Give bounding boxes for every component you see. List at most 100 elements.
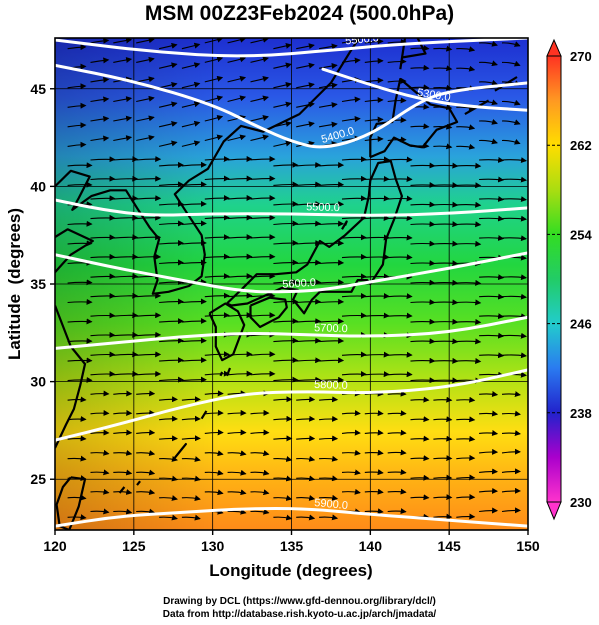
wind-streamline: [456, 279, 482, 286]
wind-streamline: [90, 410, 110, 417]
wind-streamline: [227, 489, 247, 496]
x-tick-label: 145: [437, 538, 461, 554]
wind-streamline: [479, 40, 498, 47]
height-contour: [55, 251, 528, 294]
wind-streamline: [273, 42, 292, 50]
wind-streamline: [159, 259, 184, 266]
wind-streamline: [67, 220, 93, 227]
x-tick-label: 130: [201, 538, 225, 554]
wind-streamline: [341, 214, 367, 221]
wind-streamline: [158, 62, 178, 69]
wind-streamline: [181, 62, 201, 69]
wind-streamline: [90, 292, 116, 299]
wind-streamline: [113, 234, 139, 241]
wind-streamline: [341, 351, 367, 358]
wind-streamline: [90, 57, 110, 64]
y-axis: 25 30 35 40 45: [30, 81, 55, 487]
wind-streamline: [341, 156, 367, 163]
contour-label: 5600.0: [282, 277, 316, 291]
y-tick-label: 40: [30, 178, 46, 194]
wind-streamline: [433, 162, 459, 169]
wind-streamline: [456, 124, 476, 131]
wind-streamline: [387, 97, 407, 104]
wind-streamline: [227, 429, 247, 436]
wind-streamline: [501, 60, 521, 67]
wind-streamline: [136, 195, 162, 202]
wind-streamline: [181, 435, 201, 442]
wind-streamline: [410, 162, 436, 169]
wind-streamline: [456, 474, 476, 481]
wind-streamline: [113, 390, 133, 397]
wind-streamline: [158, 140, 178, 147]
wind-streamline: [158, 42, 178, 50]
wind-streamline: [204, 370, 230, 377]
credit-block: Drawing by DCL (https://www.gfd-dennou.o…: [0, 595, 599, 621]
wind-streamline: [501, 119, 521, 125]
colorbar-tick-label: 254: [570, 227, 592, 242]
wind-streamline: [113, 409, 133, 416]
wind-streamline: [364, 410, 384, 417]
wind-streamline: [319, 455, 339, 462]
wind-streamline: [433, 279, 459, 286]
wind-streamline: [410, 181, 436, 188]
wind-streamline: [227, 95, 247, 103]
wind-streamline: [250, 115, 269, 122]
wind-streamline: [341, 292, 367, 299]
wind-streamline: [113, 312, 139, 319]
wind-streamline: [273, 514, 293, 521]
wind-streamline: [319, 318, 345, 325]
wind-streamline: [113, 429, 133, 436]
wind-streamline: [410, 416, 430, 423]
wind-streamline: [181, 239, 207, 246]
wind-streamline: [410, 279, 436, 286]
wind-streamline: [341, 273, 367, 280]
wind-streamline: [273, 161, 299, 168]
wind-streamline: [204, 409, 224, 416]
wind-streamline: [136, 409, 156, 416]
wind-streamline: [479, 391, 499, 397]
wind-streamline: [90, 469, 110, 476]
wind-streamline: [410, 357, 436, 364]
wind-streamline: [90, 390, 110, 397]
wind-streamline: [227, 292, 253, 299]
wind-streamline: [159, 181, 184, 188]
wind-streamline: [456, 338, 482, 345]
wind-streamline: [227, 253, 253, 260]
wind-streamline: [456, 240, 482, 247]
wind-streamline: [319, 475, 339, 482]
coastline-segment: [226, 159, 403, 315]
wind-streamline: [181, 120, 201, 128]
wind-streamline: [456, 416, 476, 423]
wind-streamline: [433, 260, 459, 267]
wind-streamline: [501, 293, 527, 300]
wind-streamline: [296, 62, 315, 69]
wind-streamline: [364, 97, 384, 104]
wind-streamline: [456, 104, 476, 111]
wind-streamline: [227, 351, 253, 358]
wind-streamline: [273, 140, 292, 147]
wind-streamline: [433, 240, 459, 247]
wind-streamline: [387, 410, 407, 417]
wind-streamline: [67, 141, 87, 148]
wind-streamline: [273, 396, 293, 403]
wind-streamline: [159, 376, 184, 383]
wind-streamline: [433, 84, 453, 91]
wind-streamline: [159, 337, 184, 344]
wind-streamline: [479, 118, 498, 125]
wind-streamline: [479, 156, 505, 163]
wind-streamline: [364, 254, 390, 261]
wind-streamline: [296, 318, 322, 325]
wind-streamline: [90, 96, 110, 103]
wind-streamline: [364, 136, 384, 143]
wind-streamline: [159, 278, 184, 285]
wind-streamline: [387, 136, 407, 143]
height-contour: [321, 67, 528, 112]
wind-streamline: [410, 64, 430, 71]
wind-streamline: [479, 448, 499, 455]
wind-streamline: [364, 488, 384, 495]
wind-streamline: [90, 273, 116, 280]
wind-streamline: [113, 253, 139, 260]
wind-streamline: [204, 155, 230, 162]
credit-line-data-source: Data from http://database.rish.kyoto-u.a…: [162, 609, 437, 620]
wind-streamline: [250, 214, 276, 221]
